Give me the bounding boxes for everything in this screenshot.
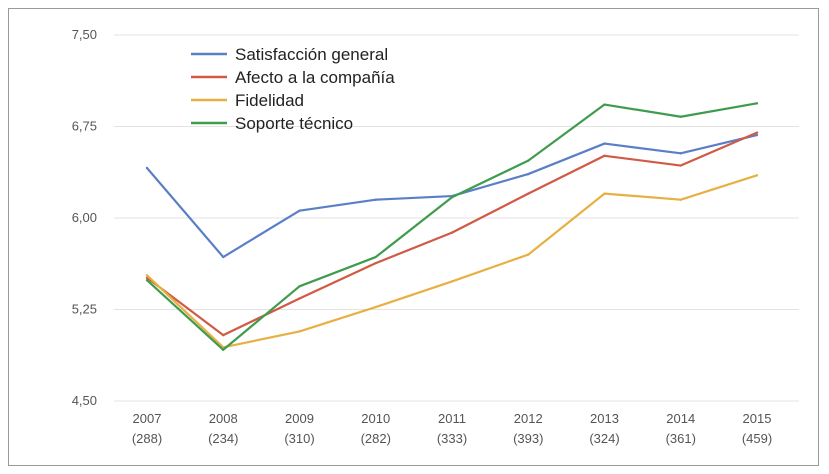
data-point — [679, 152, 682, 155]
x-tick-year: 2012 — [514, 411, 543, 426]
x-tick-year: 2015 — [743, 411, 772, 426]
x-tick-year: 2007 — [133, 411, 162, 426]
data-point — [527, 192, 530, 195]
data-point — [679, 198, 682, 201]
legend-label: Soporte técnico — [235, 114, 353, 133]
series-line-afecto-a-la-compania — [146, 131, 758, 337]
data-point — [527, 172, 530, 176]
x-tick-count: (288) — [132, 431, 162, 446]
data-point — [298, 297, 301, 300]
data-point — [527, 253, 530, 256]
data-point — [374, 198, 377, 201]
y-tick-label: 4,50 — [72, 393, 97, 408]
y-tick-label: 7,50 — [72, 27, 97, 42]
data-point — [755, 174, 759, 177]
data-point — [603, 154, 606, 157]
x-axis-ticks: 2007 (288) 2008 (234) 2009 (310) 2010 (282) 2011… — [132, 411, 772, 446]
x-tick-count: (333) — [437, 431, 467, 446]
data-point — [755, 133, 759, 137]
data-point — [374, 305, 377, 309]
legend-label: Fidelidad — [235, 91, 304, 110]
data-point — [603, 142, 606, 145]
x-tick-year: 2009 — [285, 411, 314, 426]
x-tick-count: (393) — [513, 431, 543, 446]
x-tick-count: (310) — [284, 431, 314, 446]
chart-frame: 7,50 6,75 6,00 5,25 4,50 2007 (288) 2008 (234) 2… — [8, 8, 819, 466]
data-point — [222, 255, 225, 259]
x-tick-count: (459) — [742, 431, 772, 446]
data-point — [298, 330, 301, 333]
data-point — [298, 285, 301, 288]
data-point — [374, 255, 377, 259]
legend: Satisfacción general Afecto a la compañía… — [191, 45, 395, 133]
x-tick-year: 2011 — [438, 411, 466, 426]
x-tick-year: 2010 — [361, 411, 390, 426]
x-tick-count: (361) — [666, 431, 696, 446]
data-point — [298, 209, 301, 212]
x-tick-count: (282) — [361, 431, 391, 446]
y-tick-label: 6,75 — [72, 119, 97, 134]
y-tick-label: 5,25 — [72, 302, 97, 317]
x-tick-year: 2008 — [209, 411, 238, 426]
data-point — [145, 166, 149, 170]
data-point — [603, 192, 606, 195]
series-lines — [145, 102, 759, 351]
x-tick-year: 2014 — [666, 411, 695, 426]
data-point — [222, 333, 225, 337]
data-point — [450, 280, 454, 283]
data-point — [679, 115, 682, 118]
data-point — [145, 274, 149, 277]
x-tick-count: (234) — [208, 431, 238, 446]
gridlines — [114, 34, 799, 402]
data-point — [450, 231, 454, 234]
data-point — [450, 196, 454, 199]
data-point — [679, 164, 682, 167]
data-point — [145, 279, 149, 282]
y-axis-ticks: 7,50 6,75 6,00 5,25 4,50 — [72, 27, 97, 408]
data-point — [374, 261, 377, 265]
legend-label: Satisfacción general — [235, 45, 388, 64]
x-tick-year: 2013 — [590, 411, 619, 426]
series-line-soporte-tecnico — [146, 102, 758, 351]
series-line-fidelidad — [146, 174, 758, 349]
legend-label: Afecto a la compañía — [235, 68, 395, 87]
data-point — [222, 348, 225, 351]
line-chart: 7,506,756,005,254,50 2007(288)2008(234)2… — [72, 27, 799, 446]
data-point — [755, 131, 759, 134]
data-point — [527, 159, 530, 162]
x-tick-count: (324) — [589, 431, 619, 446]
y-tick-label: 6,00 — [72, 210, 97, 225]
data-point — [755, 102, 759, 105]
data-point — [603, 103, 606, 106]
